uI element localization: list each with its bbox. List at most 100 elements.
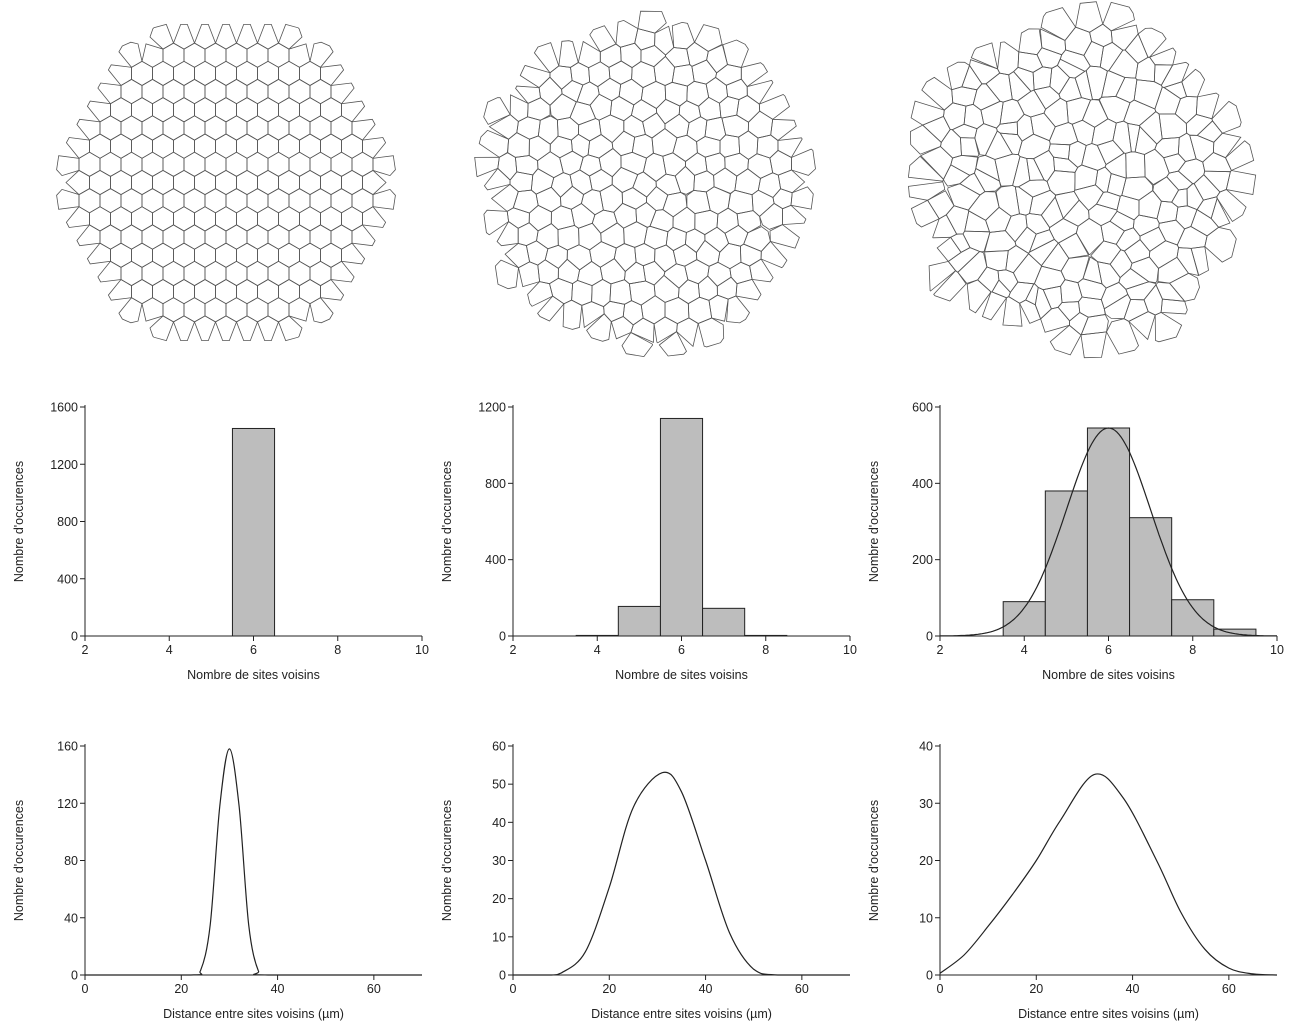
y-tick-label: 120 xyxy=(57,797,78,811)
voronoi-cell xyxy=(299,242,321,268)
voronoi-cell xyxy=(183,115,206,141)
voronoi-cell xyxy=(225,115,248,141)
voronoi-cell xyxy=(118,297,143,324)
voronoi-cell xyxy=(537,295,565,322)
voronoi-cell xyxy=(653,55,676,86)
voronoi-cell xyxy=(1157,256,1190,284)
voronoi-cell xyxy=(598,147,622,178)
voronoi-cell xyxy=(1109,249,1133,279)
voronoi-cell xyxy=(1008,281,1035,304)
voronoi-cell xyxy=(309,188,332,214)
voronoi-cell xyxy=(663,263,689,289)
voronoi-cell xyxy=(1153,64,1174,86)
voronoi-cell xyxy=(330,260,355,283)
voronoi-cell xyxy=(1002,296,1023,327)
y-tick-label: 0 xyxy=(926,969,933,983)
voronoi-cell xyxy=(141,260,164,287)
voronoi-cell xyxy=(970,42,999,70)
x-tick-label: 6 xyxy=(1105,643,1112,657)
voronoi-cell xyxy=(1216,189,1247,223)
voronoi-cell xyxy=(236,23,258,50)
voronoi-cell xyxy=(131,206,153,232)
voronoi-cell xyxy=(351,224,376,247)
voronoi-cell xyxy=(320,64,345,87)
voronoi-cell xyxy=(120,260,143,287)
voronoi-cell xyxy=(646,186,669,211)
voronoi-cell xyxy=(599,184,623,213)
voronoi-cell xyxy=(372,155,396,177)
series-line xyxy=(939,773,1278,976)
voronoi-cell xyxy=(781,204,807,226)
voronoi-cell xyxy=(257,169,279,196)
y-tick-label: 10 xyxy=(919,911,933,925)
voronoi-cell xyxy=(483,209,510,236)
voronoi-cell xyxy=(204,297,227,323)
voronoi-cell xyxy=(1155,281,1186,302)
y-tick-label: 400 xyxy=(485,553,506,567)
voronoi-cell xyxy=(494,259,519,290)
voronoi-cell xyxy=(225,151,248,177)
x-tick-label: 8 xyxy=(762,643,769,657)
voronoi-cell xyxy=(141,78,164,105)
voronoi-cell xyxy=(1137,27,1167,58)
voronoi-cell xyxy=(183,151,206,177)
voronoi-cell xyxy=(664,47,691,68)
voronoi-cell xyxy=(921,76,954,111)
voronoi-cell xyxy=(736,210,762,234)
x-tick-label: 40 xyxy=(271,982,285,996)
voronoi-cell xyxy=(120,188,143,214)
voronoi-cell xyxy=(78,151,101,177)
voronoi-cell xyxy=(215,60,237,86)
voronoi-cell xyxy=(1186,183,1204,211)
voronoi-cell xyxy=(537,115,559,145)
voronoi-cell xyxy=(257,133,279,159)
voronoi-cell xyxy=(330,115,353,141)
voronoi-cell xyxy=(610,316,634,340)
voronoi-cell xyxy=(559,150,584,176)
voronoi-cell xyxy=(152,97,174,123)
y-tick-label: 50 xyxy=(492,778,506,792)
voronoi-cell xyxy=(131,97,153,123)
voronoi-cell xyxy=(613,243,637,273)
voronoi-cell xyxy=(600,222,625,249)
y-tick-label: 160 xyxy=(57,740,78,754)
voronoi-cell xyxy=(662,191,688,218)
voronoi-cell xyxy=(267,188,290,214)
voronoi-cell xyxy=(1106,318,1139,355)
voronoi-cell xyxy=(603,300,626,323)
voronoi-cell xyxy=(330,151,353,177)
voronoi-cell xyxy=(1013,66,1035,92)
voronoi-cell xyxy=(246,78,269,105)
voronoi-cell xyxy=(736,95,761,123)
bar-7 xyxy=(1129,517,1173,637)
voronoi-cell xyxy=(141,151,164,177)
voronoi-cell xyxy=(1071,119,1096,146)
voronoi-cell xyxy=(907,155,944,182)
voronoi-cell xyxy=(1049,324,1082,356)
voronoi-cell xyxy=(204,78,227,105)
voronoi-cell xyxy=(236,97,258,123)
voronoi-cell xyxy=(507,132,530,158)
voronoi-cell xyxy=(1008,71,1032,102)
voronoi-cell xyxy=(89,133,111,159)
voronoi-cell xyxy=(299,169,321,196)
voronoi-cell xyxy=(267,151,290,177)
voronoi-cell xyxy=(977,266,1000,293)
voronoi-cell xyxy=(686,116,708,143)
voronoi-cell xyxy=(1096,139,1125,166)
voronoi-cell xyxy=(86,242,111,265)
voronoi-cell xyxy=(655,98,681,125)
voronoi-cell xyxy=(620,151,647,176)
voronoi-cell xyxy=(225,188,248,214)
x-tick-label: 0 xyxy=(82,982,89,996)
voronoi-cell xyxy=(267,260,290,287)
voronoi-cell xyxy=(173,315,195,342)
voronoi-cell xyxy=(1091,118,1117,146)
voronoi-cell xyxy=(173,97,195,123)
voronoi-cell xyxy=(278,315,303,342)
voronoi-cell xyxy=(759,202,784,230)
voronoi-cell xyxy=(587,134,614,159)
voronoi-cell xyxy=(141,188,164,214)
x-tick-label: 4 xyxy=(166,643,173,657)
y-tick-label: 40 xyxy=(919,740,933,754)
